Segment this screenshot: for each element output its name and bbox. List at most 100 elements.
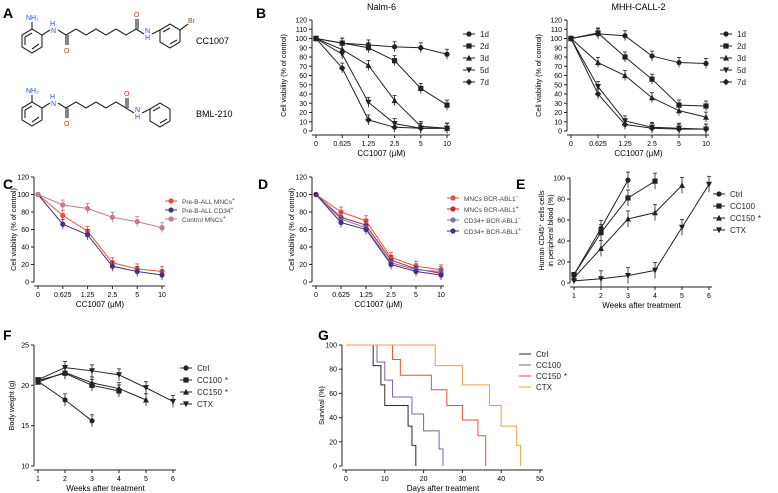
series-line [37,372,120,392]
y-tick-label: 80 [299,55,307,62]
data-point [85,232,91,238]
y-axis-label: Cell viability (% of control) [534,34,543,117]
y-tick-label: 25 [21,343,29,350]
x-tick-label: 1 [572,293,576,300]
y-tick-label: 100 [325,343,337,350]
chart-E: 0 20 40 60 80 100 1 2 3 4 5 6 Weeks after treatment H… [537,171,761,310]
data-point [365,116,372,124]
data-point [625,215,631,222]
legend-marker [466,31,472,37]
series-line [573,184,710,282]
x-tick-label: 20 [420,476,428,483]
y-tick-label: 80 [299,210,307,217]
legend: Ctrl CC100 CC150 * CTX [519,350,567,392]
data-point [649,76,655,82]
legend-marker [716,227,722,234]
x-tick-label: 30 [459,476,467,483]
y-tick-label: 20 [299,110,307,117]
data-point [625,177,631,183]
data-point [703,103,709,109]
data-point [413,268,419,275]
legend-superscript: + [223,215,226,221]
legend-superscript: + [232,197,235,203]
data-point [676,107,682,114]
data-point [89,379,95,386]
data-point [595,30,601,36]
data-point [443,124,451,132]
series-line [37,194,163,272]
data-point [363,226,369,233]
legend-label: MNCs BCR-ABL1+ [464,205,519,214]
data-point [391,97,398,104]
y-tick-label: 30 [299,101,307,108]
data-point [652,267,658,274]
data-point [312,35,320,42]
legend-marker [450,206,456,212]
series-line [315,194,442,272]
series-line [570,33,707,64]
data-point [60,212,66,219]
data-point [109,263,115,269]
legend: 1d 2d 3d 5d 7d [720,30,746,87]
x-tick-label: 5 [419,141,423,148]
legend: 1d 2d 3d 5d 7d [463,30,489,87]
legend-label: Ctrl [730,190,743,199]
y-tick-label: 60 [299,73,307,80]
data-point [89,418,95,424]
series-5d [568,35,709,135]
cc1007-h-label: H [50,21,55,28]
panel-letter-c: C [3,176,13,192]
y-tick-label: 30 [554,101,562,108]
bml210-h-label: H [50,94,55,101]
series-line [570,38,707,118]
legend-label: Ctrl [536,350,549,359]
x-tick-label: 1.25 [362,141,376,148]
legend-label: CD34+ BCR-ABL1+ [464,227,521,236]
x-axis-label: Weeks after treatment [66,484,145,493]
legend-marker [183,401,189,408]
data-point [85,205,91,212]
y-tick-label: 60 [557,218,565,225]
cc1007-n-label-2: N [145,28,150,35]
data-point [703,113,709,120]
y-tick-label: 80 [21,210,29,217]
data-point [62,364,68,371]
legend-label: 2d [737,42,746,51]
data-point [676,102,682,108]
legend: Ctrl CC100 CC150 * CTX [713,190,761,235]
chart-G: 0 20 40 60 80 100 0 10 20 30 40 50 Days after treatm… [317,343,567,493]
data-point [676,59,682,66]
legend-label: 3d [737,54,746,63]
data-point [598,245,604,251]
legend-label: CTX [197,400,214,409]
x-tick-label: 50 [536,476,544,483]
series-line [346,344,444,466]
x-tick-label: 6 [171,476,175,483]
series-3d [568,35,709,123]
y-tick-label: 110 [296,27,307,34]
data-point [392,44,398,50]
x-tick-label: 10 [443,141,451,148]
series-line [37,367,174,402]
data-point [143,385,149,391]
x-tick-label: 0 [314,141,318,148]
x-tick-label: 2.5 [386,292,396,299]
data-point [365,45,371,51]
y-tick-label: 40 [299,92,307,99]
x-axis-label: CC1007 (μM) [354,300,403,309]
y-tick-label: 100 [295,192,307,199]
legend-label: 7d [480,78,489,87]
cc1007-o-label-1: O [64,48,70,55]
legend-label: 1d [480,30,489,39]
data-point [679,224,685,231]
y-tick-label: 60 [329,391,337,398]
data-point [621,121,629,128]
series-line [570,38,707,130]
panel-letter-b: B [256,5,266,21]
series-2d [313,35,450,111]
legend-label: Control MNCs+ [182,215,226,224]
series-control-mncs [35,191,165,233]
x-tick-label: 0.625 [54,292,72,299]
x-tick-label: 10 [381,476,389,483]
series-line [346,344,487,466]
